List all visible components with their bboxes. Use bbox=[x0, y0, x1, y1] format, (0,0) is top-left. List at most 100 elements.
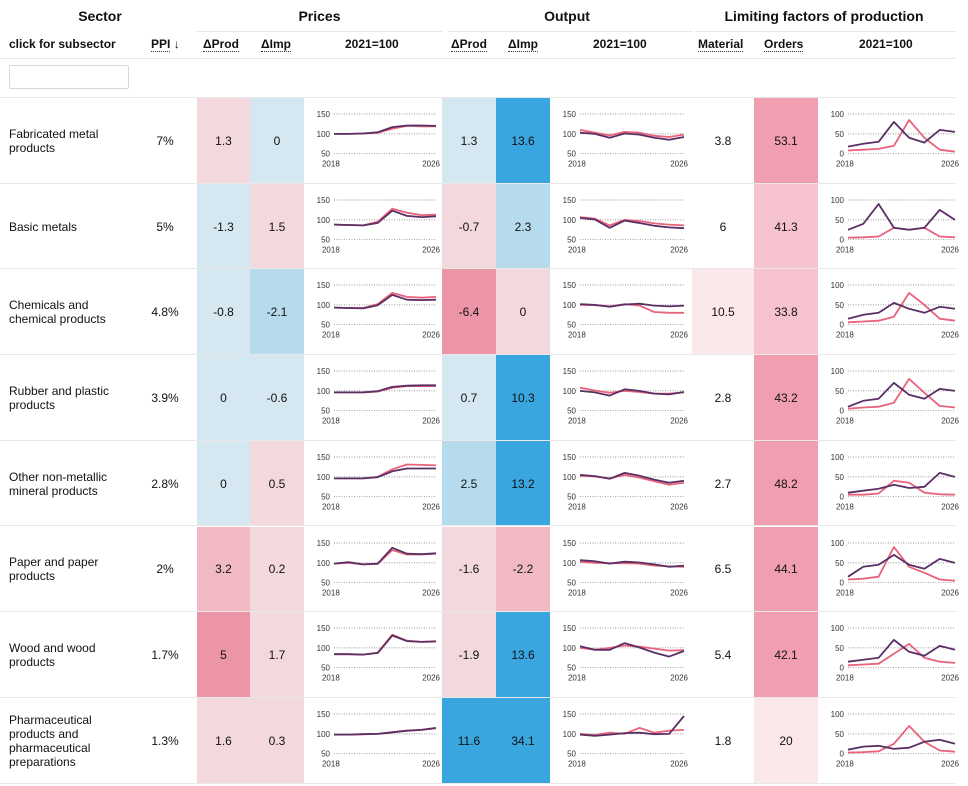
table-row[interactable]: Basic metals 5% -1.3 1.5 -0.7 2.3 6 41.3 150 100 5… bbox=[0, 183, 968, 270]
y-tick-label: 100 bbox=[831, 538, 845, 547]
prices-dimp-cell: -2.1 bbox=[250, 269, 304, 356]
y-tick-label: 0 bbox=[840, 150, 845, 159]
sector-name-link[interactable]: Pharmaceutical products and pharmaceutic… bbox=[9, 698, 129, 784]
header-rule-prices bbox=[197, 31, 442, 32]
series-primary-line bbox=[333, 546, 437, 565]
output-dprod-cell: 0.7 bbox=[442, 355, 496, 441]
sector-name-link[interactable]: Chemicals and chemical products bbox=[9, 269, 129, 355]
y-tick-label: 50 bbox=[321, 578, 330, 587]
subheader-index-output: 2021=100 bbox=[593, 37, 647, 51]
subheader-dprod-output[interactable]: ΔProd bbox=[451, 37, 487, 52]
subheader-dimp-output[interactable]: ΔImp bbox=[508, 37, 538, 52]
x-tick-start: 2018 bbox=[322, 588, 340, 597]
output-dimp-cell: 34.1 bbox=[496, 697, 550, 784]
y-tick-label: 100 bbox=[831, 281, 845, 290]
y-tick-label: 0 bbox=[840, 235, 845, 244]
prices-dprod-cell: 0 bbox=[197, 440, 250, 527]
subheader-ppi[interactable]: PPI ↓ bbox=[151, 37, 180, 52]
table-row[interactable]: Paper and paper products 2% 3.2 0.2 -1.6 -2.2… bbox=[0, 526, 968, 613]
y-tick-label: 50 bbox=[567, 150, 576, 159]
table-row[interactable]: Chemicals and chemical products 4.8% -0.8-… bbox=[0, 269, 968, 356]
ppi-value: 1.7% bbox=[151, 648, 179, 663]
y-tick-label: 50 bbox=[567, 492, 576, 501]
subheader-orders[interactable]: Orders bbox=[764, 37, 804, 52]
ppi-value: 5% bbox=[156, 219, 174, 234]
sector-name-label: Pharmaceutical products and pharmaceutic… bbox=[9, 712, 92, 769]
y-tick-label: 50 bbox=[835, 644, 844, 653]
orders-cell: 44.1 bbox=[754, 526, 818, 613]
output-dimp-cell: -2.2 bbox=[496, 526, 550, 613]
subheader-dprod-prices[interactable]: ΔProd bbox=[203, 37, 239, 52]
table-row[interactable]: Other non-metallic mineral products 2.8% 0… bbox=[0, 440, 968, 527]
y-tick-label: 50 bbox=[567, 321, 576, 330]
sector-name-label: Wood and wood products bbox=[9, 641, 96, 670]
prices-dimp-cell: 0 bbox=[250, 98, 304, 184]
y-tick-label: 100 bbox=[317, 216, 331, 225]
orders-cell: 53.1 bbox=[754, 98, 818, 184]
y-tick-label: 150 bbox=[317, 538, 331, 547]
x-tick-start: 2018 bbox=[836, 502, 854, 511]
sector-name-link[interactable]: Basic metals bbox=[9, 184, 129, 270]
y-tick-label: 100 bbox=[317, 387, 331, 396]
subsector-search-input[interactable] bbox=[9, 65, 129, 89]
y-tick-label: 50 bbox=[321, 407, 330, 416]
series-primary-line bbox=[579, 388, 685, 397]
ppi-value: 2.8% bbox=[151, 476, 179, 491]
x-tick-end: 2026 bbox=[422, 331, 440, 340]
body-top-rule bbox=[0, 97, 956, 98]
row-divider bbox=[0, 439, 956, 441]
x-tick-end: 2026 bbox=[670, 760, 688, 769]
x-tick-end: 2026 bbox=[422, 502, 440, 511]
y-tick-label: 150 bbox=[563, 367, 577, 376]
table-row[interactable]: Fabricated metal products 7% 1.3 0 1.3 13.6 3.… bbox=[0, 98, 968, 184]
y-tick-label: 150 bbox=[317, 367, 331, 376]
series-primary-line bbox=[579, 131, 685, 141]
sector-name-link[interactable]: Paper and paper products bbox=[9, 527, 129, 613]
series-primary-line bbox=[334, 634, 437, 656]
y-tick-label: 100 bbox=[317, 730, 331, 739]
table-row[interactable]: Pharmaceutical products and pharmaceutic… bbox=[0, 697, 968, 784]
series-primary-line bbox=[579, 471, 685, 484]
prices-dprod-cell: 1.6 bbox=[197, 697, 250, 784]
y-tick-label: 100 bbox=[831, 196, 845, 205]
series-primary-line bbox=[579, 303, 685, 309]
table-row[interactable]: Wood and wood products 1.7% 5 1.7 -1.9 13.6 5.… bbox=[0, 612, 968, 698]
y-tick-label: 50 bbox=[567, 407, 576, 416]
subheader-material[interactable]: Material bbox=[698, 37, 744, 52]
row-divider bbox=[0, 525, 956, 527]
series-secondary-line bbox=[334, 463, 437, 480]
series-primary-line bbox=[579, 642, 685, 658]
subheader-dimp-prices[interactable]: ΔImp bbox=[261, 37, 291, 52]
x-tick-start: 2018 bbox=[322, 417, 340, 426]
x-tick-end: 2026 bbox=[422, 245, 440, 254]
prices-dprod-cell: -1.3 bbox=[197, 183, 250, 270]
sector-name-link[interactable]: Rubber and plastic products bbox=[9, 355, 129, 441]
x-tick-end: 2026 bbox=[422, 674, 440, 683]
prices-dimp-cell: 0.3 bbox=[250, 697, 304, 784]
y-tick-label: 150 bbox=[563, 196, 577, 205]
output-dimp-cell: 10.3 bbox=[496, 355, 550, 441]
prices-dimp-cell: 0.2 bbox=[250, 526, 304, 613]
x-tick-end: 2026 bbox=[670, 160, 688, 169]
subheader-index-limiting: 2021=100 bbox=[859, 37, 913, 51]
sector-name-link[interactable]: Other non-metallic mineral products bbox=[9, 441, 129, 527]
sector-name-link[interactable]: Fabricated metal products bbox=[9, 98, 129, 184]
y-tick-label: 100 bbox=[563, 558, 577, 567]
series-primary-line bbox=[847, 120, 956, 148]
sector-name-label: Chemicals and chemical products bbox=[9, 298, 106, 327]
series-secondary-line bbox=[847, 292, 956, 324]
subheader-subsector: click for subsector bbox=[9, 37, 116, 51]
x-tick-start: 2018 bbox=[322, 160, 340, 169]
table-row[interactable]: Rubber and plastic products 3.9% 0 -0.6 0.7 1… bbox=[0, 355, 968, 441]
x-tick-start: 2018 bbox=[568, 760, 586, 769]
x-tick-start: 2018 bbox=[836, 245, 854, 254]
orders-cell: 41.3 bbox=[754, 183, 818, 270]
sector-name-link[interactable]: Wood and wood products bbox=[9, 612, 129, 698]
series-primary-line bbox=[847, 738, 956, 751]
